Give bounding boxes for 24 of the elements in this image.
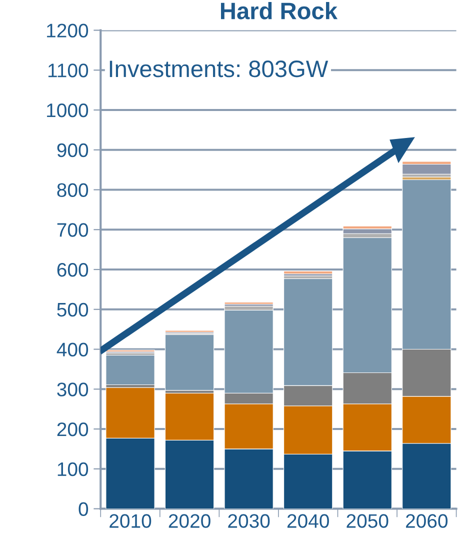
y-tick-label: 700 — [57, 223, 88, 237]
chart-title: Hard Rock — [220, 2, 338, 20]
y-tick-label: 1100 — [48, 64, 88, 78]
y-tick-label: 100 — [58, 462, 88, 476]
x-tick-label: 2020 — [168, 514, 210, 528]
y-tick-label: 800 — [57, 183, 88, 197]
x-tick-label: 2010 — [110, 514, 152, 528]
y-tick-label: 400 — [56, 342, 88, 356]
y-tick-label: 500 — [57, 302, 88, 317]
annotation: Investments: 803GW — [110, 60, 328, 78]
bar — [106, 354, 155, 386]
x-tick-label: 2060 — [406, 514, 448, 528]
y-tick-label: 600 — [57, 262, 88, 277]
x-tick-label: 2050 — [346, 514, 388, 528]
y-tick-label: 1000 — [47, 103, 88, 118]
bar — [164, 334, 214, 391]
bar — [402, 164, 452, 174]
x-tick-label: 2040 — [287, 514, 329, 528]
y-tick-label: 1200 — [47, 24, 88, 38]
x-tick-label: 2030 — [228, 514, 270, 528]
y-tick-label: 300 — [57, 382, 88, 396]
y-tick-label: 900 — [57, 143, 88, 158]
y-tick-label: 0 — [78, 502, 88, 516]
y-tick-label: 200 — [57, 422, 88, 436]
